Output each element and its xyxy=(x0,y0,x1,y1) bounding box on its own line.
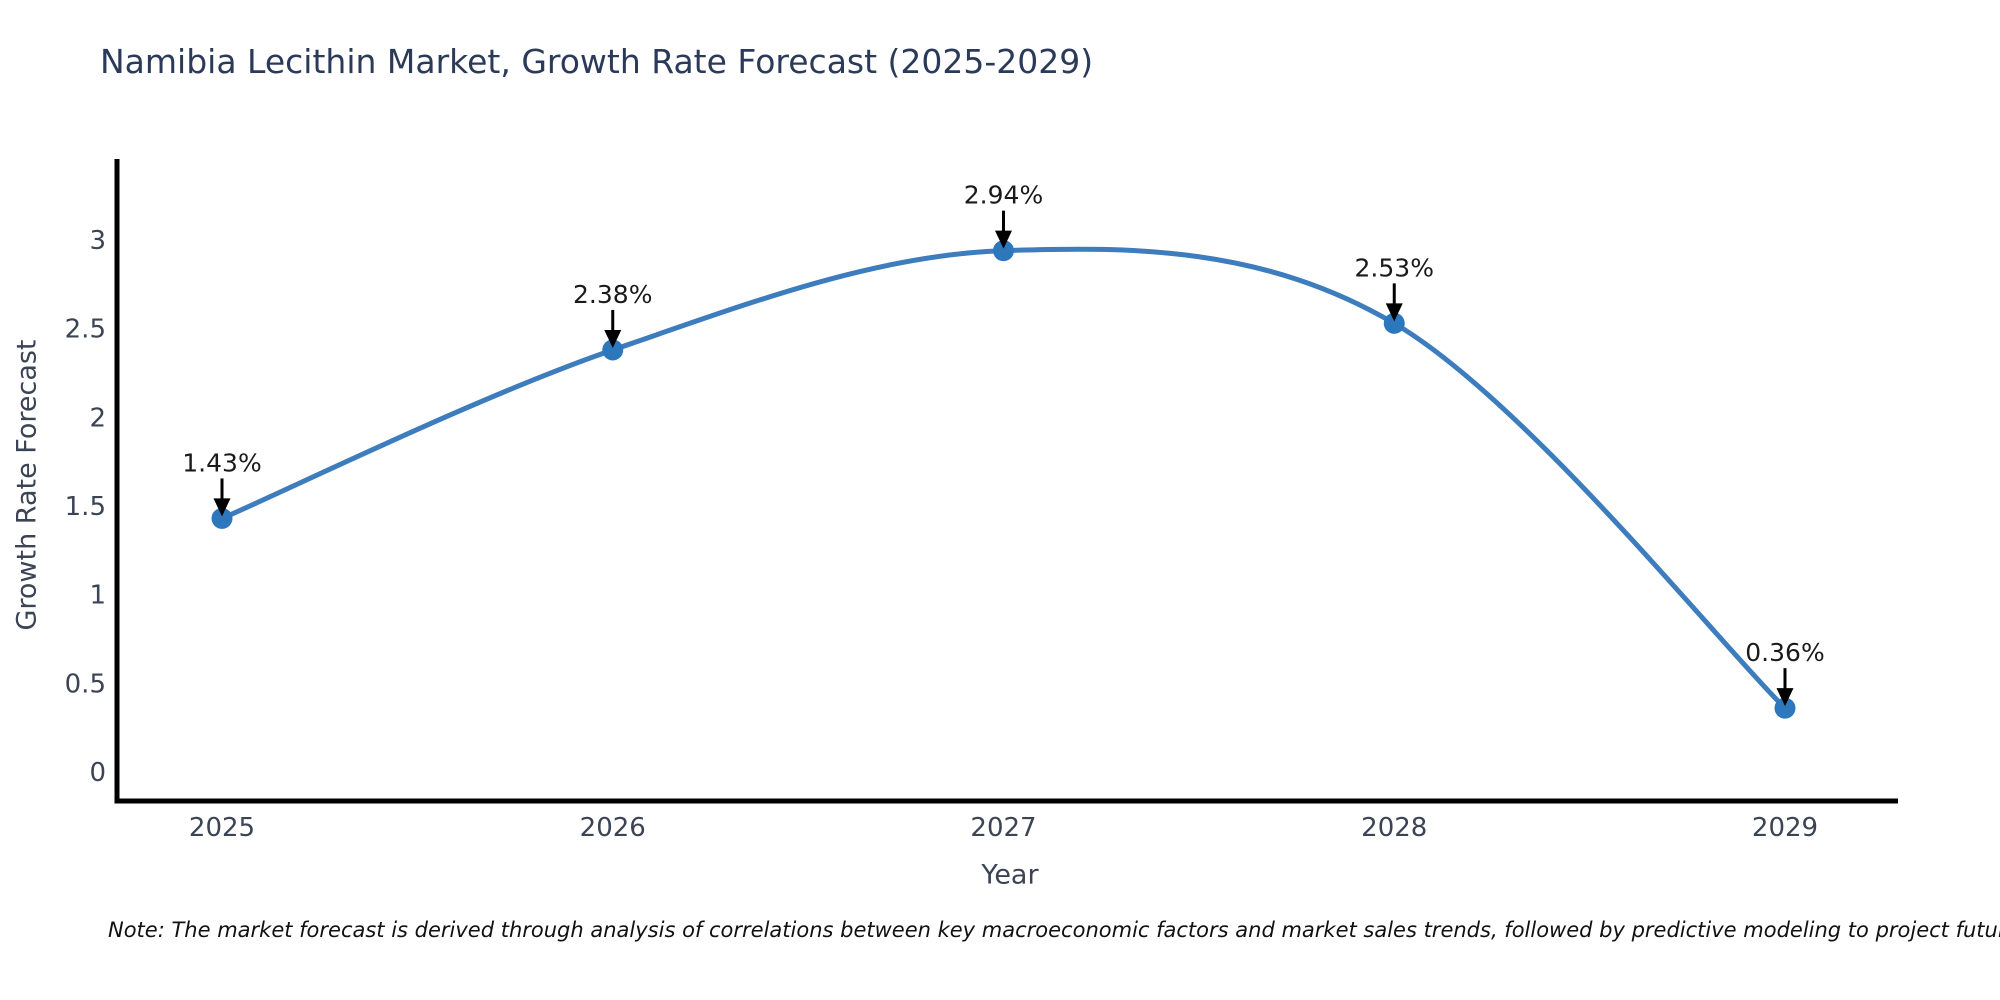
annotation-label: 2.94% xyxy=(964,181,1043,210)
forecast-line xyxy=(219,246,1788,711)
y-tick-label: 3 xyxy=(89,226,106,256)
footnote: Note: The market forecast is derived thr… xyxy=(108,918,2000,942)
data-point-2026 xyxy=(602,339,624,361)
y-tick-label: 0 xyxy=(89,758,106,788)
y-tick-label: 0.5 xyxy=(65,669,106,699)
annotation-label: 1.43% xyxy=(182,448,261,477)
data-point-2025 xyxy=(211,507,233,529)
x-axis-title: Year xyxy=(981,859,1039,891)
annotation-arrowhead xyxy=(1776,688,1794,707)
annotation-arrowhead xyxy=(1385,303,1403,322)
x-tick-label: 2027 xyxy=(970,813,1036,843)
chart-title: Namibia Lecithin Market, Growth Rate For… xyxy=(100,42,1094,81)
annotation-label: 2.38% xyxy=(573,280,652,309)
data-point-2029 xyxy=(1774,697,1796,719)
annotation-arrowhead xyxy=(995,230,1012,249)
annotation-label: 2.53% xyxy=(1355,253,1434,282)
y-tick-label: 1 xyxy=(89,581,106,611)
x-tick-label: 2026 xyxy=(580,813,646,843)
y-tick-label: 2.5 xyxy=(65,315,106,345)
annotation-arrowhead xyxy=(604,329,622,348)
annotation-arrowhead xyxy=(213,498,231,517)
y-tick-label: 1.5 xyxy=(65,492,106,522)
data-point-2027 xyxy=(993,240,1014,262)
y-tick-label: 2 xyxy=(89,403,106,433)
data-point-2028 xyxy=(1383,312,1405,334)
x-tick-label: 2028 xyxy=(1361,813,1427,843)
x-tick-label: 2029 xyxy=(1752,813,1818,843)
annotation-label: 0.36% xyxy=(1745,638,1824,667)
x-tick-label: 2025 xyxy=(189,813,255,843)
